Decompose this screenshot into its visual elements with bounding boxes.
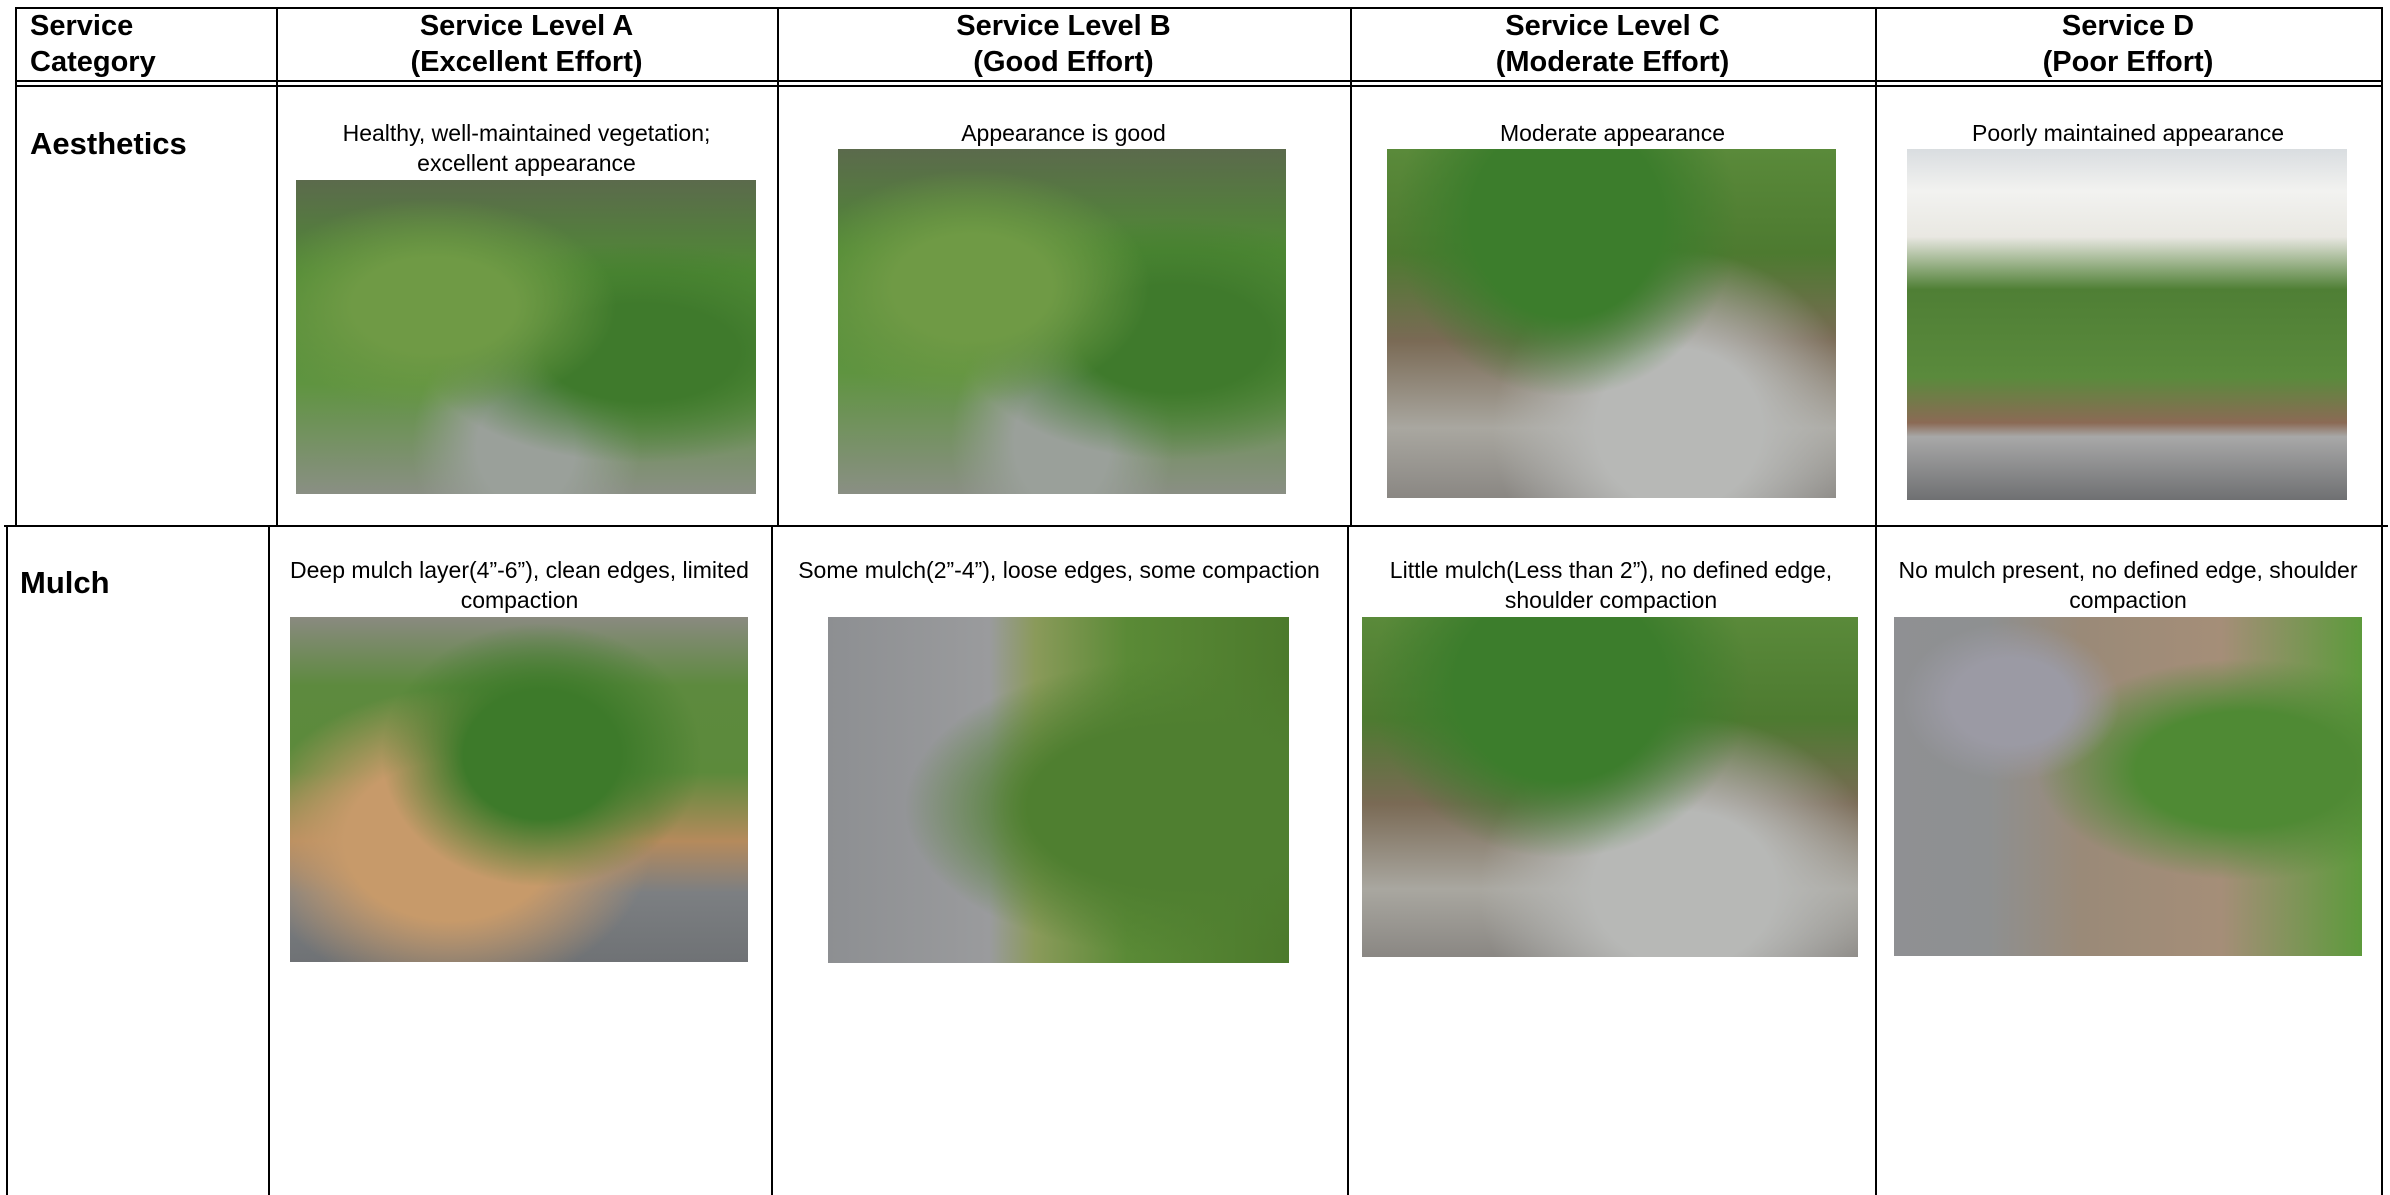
row-category: Mulch xyxy=(20,565,110,600)
cell-description: Little mulch(Less than 2”), no defined e… xyxy=(1389,557,1833,613)
cell-photo xyxy=(1894,617,2362,956)
cell-photo xyxy=(838,149,1286,494)
header-level-title: Service Level A xyxy=(419,10,634,42)
column-rule xyxy=(777,86,779,526)
cell-description: Healthy, well-maintained vegetation; exc… xyxy=(342,120,711,176)
cell-description: Some mulch(2”-4”), loose edges, some com… xyxy=(798,557,1320,583)
column-rule xyxy=(276,7,278,86)
header-level-effort: (Moderate Effort) xyxy=(1495,46,1730,78)
header-level-effort: (Poor Effort) xyxy=(2042,46,2214,78)
row-rule xyxy=(4,525,2388,527)
column-rule xyxy=(2381,526,2383,1195)
column-rule xyxy=(1875,526,1877,1195)
cell-photo xyxy=(1907,149,2347,500)
header-level-title: Service D xyxy=(2061,10,2195,42)
column-rule xyxy=(1347,526,1349,1195)
column-rule xyxy=(1875,86,1877,526)
column-rule xyxy=(1350,7,1352,86)
header-rule xyxy=(15,85,2381,87)
header-level-effort: (Good Effort) xyxy=(973,46,1154,78)
header-level-title: Service Level C xyxy=(1505,10,1720,42)
cell-description: Moderate appearance xyxy=(1499,120,1726,146)
cell-description: Deep mulch layer(4”-6”), clean edges, li… xyxy=(290,557,749,613)
column-rule xyxy=(2381,7,2383,86)
cell-photo xyxy=(296,180,756,494)
header-category: Category xyxy=(30,46,156,78)
column-rule xyxy=(268,526,270,1195)
cell-description: No mulch present, no defined edge, shoul… xyxy=(1898,557,2358,613)
header-rule xyxy=(15,80,2381,82)
cell-photo xyxy=(290,617,748,962)
cell-description: Appearance is good xyxy=(961,120,1166,146)
cell-description: Poorly maintained appearance xyxy=(1972,120,2284,146)
header-level-effort: (Excellent Effort) xyxy=(410,46,643,78)
column-rule xyxy=(777,7,779,86)
column-rule xyxy=(771,526,773,1195)
row-category: Aesthetics xyxy=(30,126,187,161)
column-rule xyxy=(15,86,17,526)
column-rule xyxy=(15,7,17,86)
column-rule xyxy=(276,86,278,526)
header-category: Service xyxy=(30,10,134,42)
table-border xyxy=(15,7,2381,9)
header-level-title: Service Level B xyxy=(956,10,1171,42)
column-rule xyxy=(1875,7,1877,86)
cell-photo xyxy=(1362,617,1858,957)
cell-photo xyxy=(828,617,1289,963)
column-rule xyxy=(2381,86,2383,526)
column-rule xyxy=(1350,86,1352,526)
cell-photo xyxy=(1387,149,1836,498)
column-rule xyxy=(6,526,8,1195)
